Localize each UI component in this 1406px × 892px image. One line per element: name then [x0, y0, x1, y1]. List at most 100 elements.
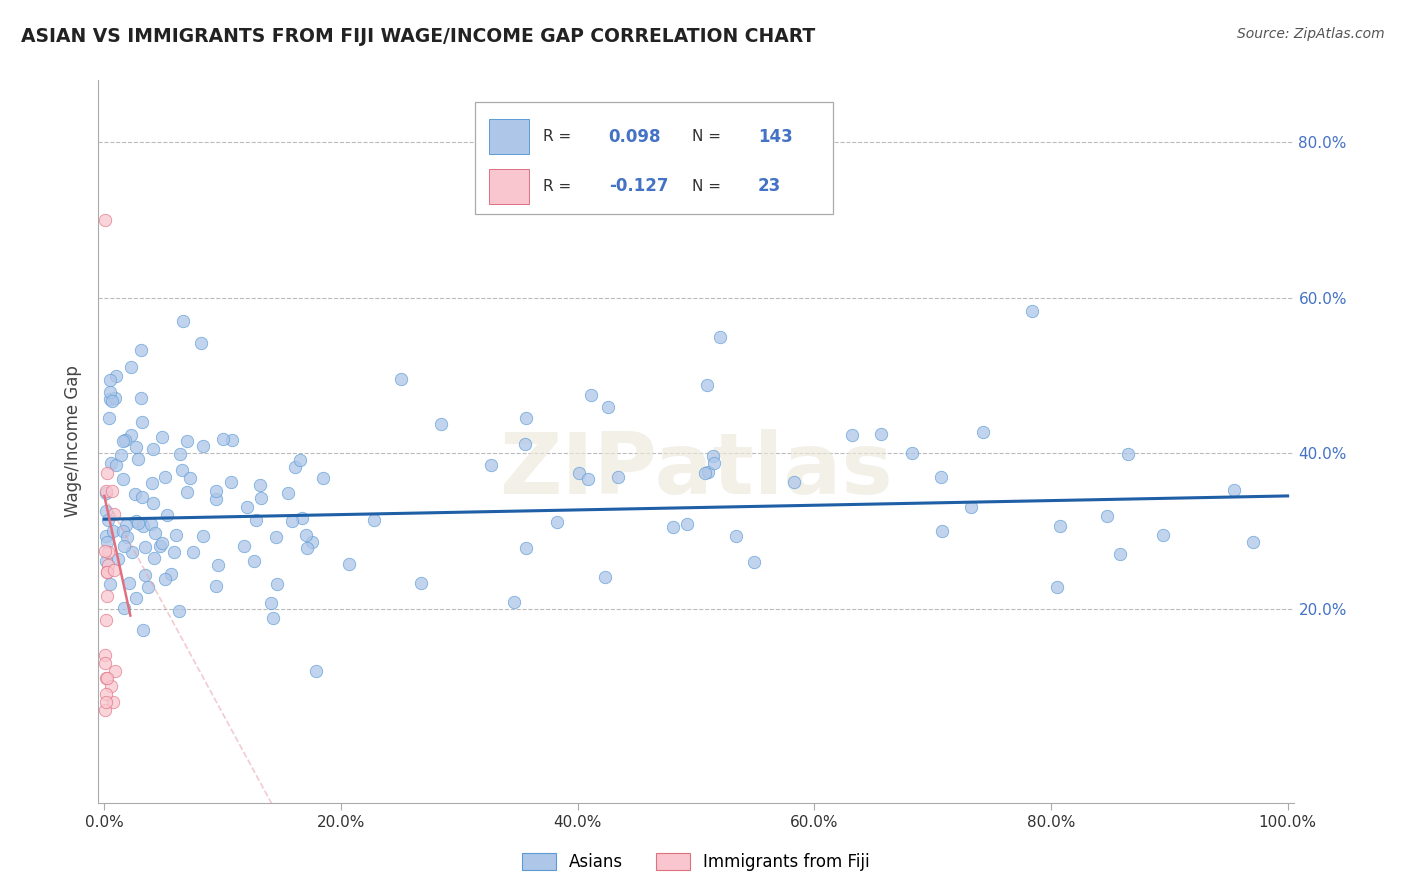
Point	[264, 530, 287, 544]
Point	[311, 471, 333, 485]
Point	[96, 695, 118, 709]
Point	[696, 378, 718, 392]
Point	[190, 336, 212, 351]
Point	[1222, 483, 1244, 497]
Text: N =: N =	[692, 129, 721, 145]
Point	[900, 446, 922, 460]
Point	[709, 330, 731, 344]
Text: R =: R =	[543, 179, 571, 194]
Point	[513, 437, 536, 451]
Point	[150, 430, 173, 444]
Point	[339, 557, 361, 571]
Text: N =: N =	[692, 179, 721, 194]
Point	[676, 516, 699, 531]
Point	[1021, 304, 1043, 318]
Point	[183, 545, 205, 559]
Point	[100, 679, 122, 693]
Point	[94, 687, 117, 701]
FancyBboxPatch shape	[475, 102, 834, 214]
Point	[132, 519, 155, 533]
Y-axis label: Wage/Income Gap: Wage/Income Gap	[65, 366, 83, 517]
Point	[411, 576, 433, 591]
Point	[260, 596, 283, 610]
Point	[742, 555, 765, 569]
Point	[266, 576, 288, 591]
Point	[243, 554, 266, 568]
Point	[702, 449, 724, 463]
Point	[249, 478, 271, 492]
Point	[111, 472, 134, 486]
Point	[515, 410, 537, 425]
Point	[232, 539, 254, 553]
Point	[305, 664, 328, 678]
Point	[104, 391, 127, 405]
Point	[783, 475, 806, 489]
Point	[165, 527, 187, 541]
Point	[134, 540, 156, 554]
Point	[142, 442, 165, 456]
Point	[363, 513, 385, 527]
Point	[136, 580, 159, 594]
Text: 23: 23	[758, 178, 782, 195]
Point	[125, 440, 148, 454]
Legend: Asians, Immigrants from Fiji: Asians, Immigrants from Fiji	[516, 846, 876, 878]
Point	[111, 434, 134, 448]
Point	[150, 536, 173, 550]
Point	[100, 457, 122, 471]
Point	[579, 388, 602, 402]
Point	[430, 417, 453, 431]
Point	[104, 664, 127, 678]
Point	[662, 520, 685, 534]
Point	[162, 545, 184, 559]
Point	[245, 513, 267, 527]
Point	[301, 534, 323, 549]
Point	[277, 486, 299, 500]
Text: ZIPatlas: ZIPatlas	[499, 429, 893, 512]
Point	[120, 359, 142, 374]
Point	[568, 466, 591, 480]
Point	[94, 504, 117, 518]
Point	[103, 563, 125, 577]
Point	[118, 575, 141, 590]
Point	[841, 428, 863, 442]
Point	[929, 470, 952, 484]
Point	[176, 485, 198, 500]
Point	[94, 672, 117, 686]
Text: Source: ZipAtlas.com: Source: ZipAtlas.com	[1237, 27, 1385, 41]
Point	[291, 511, 314, 525]
Point	[114, 433, 136, 447]
Point	[212, 432, 235, 446]
Point	[1046, 580, 1069, 594]
Point	[96, 466, 118, 480]
Point	[96, 565, 118, 579]
Point	[297, 541, 319, 555]
Point	[607, 470, 630, 484]
Point	[724, 529, 747, 543]
Point	[96, 589, 118, 603]
Point	[502, 595, 524, 609]
Point	[931, 524, 953, 539]
Point	[546, 516, 568, 530]
Point	[97, 558, 120, 572]
Point	[94, 213, 117, 227]
Point	[703, 456, 725, 470]
Point	[295, 528, 318, 542]
Point	[94, 553, 117, 567]
Point	[121, 545, 143, 559]
Point	[94, 702, 117, 716]
Point	[219, 475, 242, 490]
Point	[94, 544, 117, 558]
Point	[98, 373, 121, 387]
Point	[179, 470, 201, 484]
Point	[139, 516, 162, 531]
Point	[960, 500, 983, 514]
Point	[149, 539, 172, 553]
Point	[94, 648, 117, 663]
Point	[98, 411, 121, 425]
Text: R =: R =	[543, 129, 571, 145]
Point	[155, 572, 177, 586]
Point	[131, 391, 153, 405]
Point	[143, 525, 166, 540]
Text: ASIAN VS IMMIGRANTS FROM FIJI WAGE/INCOME GAP CORRELATION CHART: ASIAN VS IMMIGRANTS FROM FIJI WAGE/INCOM…	[21, 27, 815, 45]
Point	[115, 517, 138, 532]
